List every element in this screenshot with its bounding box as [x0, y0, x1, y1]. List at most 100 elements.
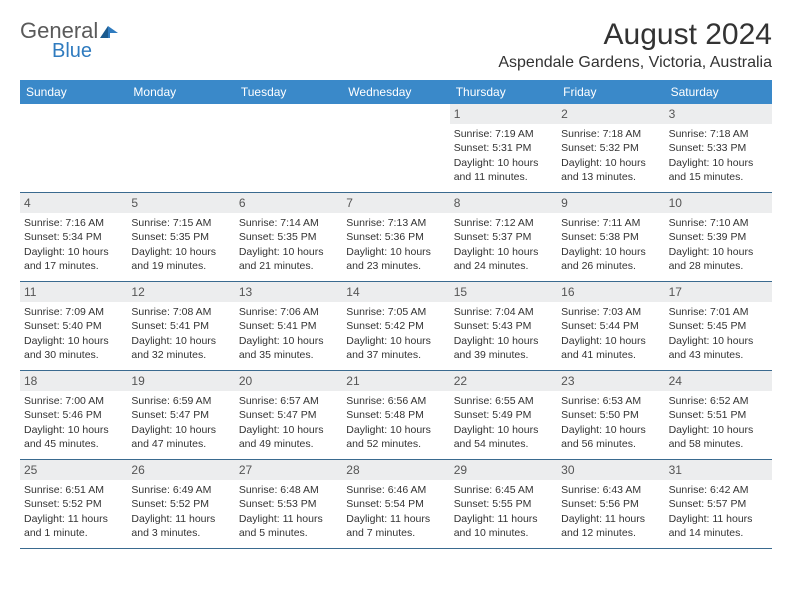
sunrise-text: Sunrise: 6:56 AM — [346, 394, 445, 408]
sunset-text: Sunset: 5:52 PM — [131, 497, 230, 511]
daylight-text: Daylight: 11 hours and 1 minute. — [24, 512, 123, 540]
day-number: 17 — [665, 282, 772, 302]
sunset-text: Sunset: 5:32 PM — [561, 141, 660, 155]
sunset-text: Sunset: 5:51 PM — [669, 408, 768, 422]
day-number: 19 — [127, 371, 234, 391]
sunset-text: Sunset: 5:31 PM — [454, 141, 553, 155]
sunrise-text: Sunrise: 7:01 AM — [669, 305, 768, 319]
day-header: Thursday — [450, 80, 557, 104]
sunrise-text: Sunrise: 6:49 AM — [131, 483, 230, 497]
sunrise-text: Sunrise: 7:15 AM — [131, 216, 230, 230]
sunrise-text: Sunrise: 7:04 AM — [454, 305, 553, 319]
calendar-body: 1Sunrise: 7:19 AMSunset: 5:31 PMDaylight… — [20, 104, 772, 549]
day-header: Friday — [557, 80, 664, 104]
sunset-text: Sunset: 5:44 PM — [561, 319, 660, 333]
daylight-text: Daylight: 10 hours and 26 minutes. — [561, 245, 660, 273]
day-number: 3 — [665, 104, 772, 124]
calendar-cell: 11Sunrise: 7:09 AMSunset: 5:40 PMDayligh… — [20, 282, 127, 370]
day-number: 4 — [20, 193, 127, 213]
sunrise-text: Sunrise: 7:09 AM — [24, 305, 123, 319]
day-header: Saturday — [665, 80, 772, 104]
sunset-text: Sunset: 5:48 PM — [346, 408, 445, 422]
daylight-text: Daylight: 10 hours and 49 minutes. — [239, 423, 338, 451]
sunset-text: Sunset: 5:55 PM — [454, 497, 553, 511]
sunrise-text: Sunrise: 7:05 AM — [346, 305, 445, 319]
sunset-text: Sunset: 5:52 PM — [24, 497, 123, 511]
sunset-text: Sunset: 5:33 PM — [669, 141, 768, 155]
sunset-text: Sunset: 5:47 PM — [131, 408, 230, 422]
calendar-week: 4Sunrise: 7:16 AMSunset: 5:34 PMDaylight… — [20, 193, 772, 282]
sunrise-text: Sunrise: 7:03 AM — [561, 305, 660, 319]
sunrise-text: Sunrise: 6:53 AM — [561, 394, 660, 408]
sunrise-text: Sunrise: 7:18 AM — [669, 127, 768, 141]
day-number: 6 — [235, 193, 342, 213]
calendar-cell: 4Sunrise: 7:16 AMSunset: 5:34 PMDaylight… — [20, 193, 127, 281]
calendar-week: 18Sunrise: 7:00 AMSunset: 5:46 PMDayligh… — [20, 371, 772, 460]
sunset-text: Sunset: 5:53 PM — [239, 497, 338, 511]
day-number: 1 — [450, 104, 557, 124]
sunset-text: Sunset: 5:45 PM — [669, 319, 768, 333]
day-number: 11 — [20, 282, 127, 302]
sunrise-text: Sunrise: 6:55 AM — [454, 394, 553, 408]
calendar-cell: 17 Sunrise: 7:01 AMSunset: 5:45 PMDayligh… — [665, 282, 772, 370]
day-number: 5 — [127, 193, 234, 213]
day-number: 12 — [127, 282, 234, 302]
sunrise-text: Sunrise: 6:57 AM — [239, 394, 338, 408]
day-number: 13 — [235, 282, 342, 302]
calendar-cell: 23Sunrise: 6:53 AMSunset: 5:50 PMDayligh… — [557, 371, 664, 459]
daylight-text: Daylight: 10 hours and 32 minutes. — [131, 334, 230, 362]
sunset-text: Sunset: 5:38 PM — [561, 230, 660, 244]
sunrise-text: Sunrise: 7:14 AM — [239, 216, 338, 230]
calendar-cell: 12Sunrise: 7:08 AMSunset: 5:41 PMDayligh… — [127, 282, 234, 370]
daylight-text: Daylight: 10 hours and 35 minutes. — [239, 334, 338, 362]
calendar-cell: 14Sunrise: 7:05 AMSunset: 5:42 PMDayligh… — [342, 282, 449, 370]
sunset-text: Sunset: 5:54 PM — [346, 497, 445, 511]
sunset-text: Sunset: 5:39 PM — [669, 230, 768, 244]
day-number: 27 — [235, 460, 342, 480]
sunrise-text: Sunrise: 7:16 AM — [24, 216, 123, 230]
sunset-text: Sunset: 5:36 PM — [346, 230, 445, 244]
day-number: 15 — [450, 282, 557, 302]
day-headers: Sunday Monday Tuesday Wednesday Thursday… — [20, 80, 772, 104]
calendar-week: 11Sunrise: 7:09 AMSunset: 5:40 PMDayligh… — [20, 282, 772, 371]
location: Aspendale Gardens, Victoria, Australia — [498, 54, 772, 72]
calendar-cell: 30Sunrise: 6:43 AMSunset: 5:56 PMDayligh… — [557, 460, 664, 548]
day-header: Tuesday — [235, 80, 342, 104]
calendar-cell — [235, 104, 342, 192]
calendar-cell: 15Sunrise: 7:04 AMSunset: 5:43 PMDayligh… — [450, 282, 557, 370]
daylight-text: Daylight: 10 hours and 13 minutes. — [561, 156, 660, 184]
day-number: 28 — [342, 460, 449, 480]
day-number: 29 — [450, 460, 557, 480]
day-number: 31 — [665, 460, 772, 480]
daylight-text: Daylight: 11 hours and 10 minutes. — [454, 512, 553, 540]
calendar-cell: 27Sunrise: 6:48 AMSunset: 5:53 PMDayligh… — [235, 460, 342, 548]
daylight-text: Daylight: 10 hours and 56 minutes. — [561, 423, 660, 451]
day-number: 22 — [450, 371, 557, 391]
daylight-text: Daylight: 10 hours and 24 minutes. — [454, 245, 553, 273]
logo-flag-icon — [100, 18, 120, 44]
day-number: 10 — [665, 193, 772, 213]
sunrise-text: Sunrise: 7:18 AM — [561, 127, 660, 141]
calendar-cell: 13Sunrise: 7:06 AMSunset: 5:41 PMDayligh… — [235, 282, 342, 370]
calendar-cell — [20, 104, 127, 192]
daylight-text: Daylight: 10 hours and 23 minutes. — [346, 245, 445, 273]
logo: General Blue — [20, 18, 121, 63]
daylight-text: Daylight: 10 hours and 21 minutes. — [239, 245, 338, 273]
daylight-text: Daylight: 10 hours and 54 minutes. — [454, 423, 553, 451]
day-number — [235, 104, 342, 108]
daylight-text: Daylight: 10 hours and 19 minutes. — [131, 245, 230, 273]
day-number: 21 — [342, 371, 449, 391]
day-number: 9 — [557, 193, 664, 213]
calendar-cell: 31Sunrise: 6:42 AMSunset: 5:57 PMDayligh… — [665, 460, 772, 548]
calendar-cell: 6Sunrise: 7:14 AMSunset: 5:35 PMDaylight… — [235, 193, 342, 281]
sunset-text: Sunset: 5:41 PM — [239, 319, 338, 333]
day-number: 25 — [20, 460, 127, 480]
daylight-text: Daylight: 10 hours and 41 minutes. — [561, 334, 660, 362]
sunset-text: Sunset: 5:41 PM — [131, 319, 230, 333]
sunrise-text: Sunrise: 6:46 AM — [346, 483, 445, 497]
day-number: 8 — [450, 193, 557, 213]
daylight-text: Daylight: 10 hours and 43 minutes. — [669, 334, 768, 362]
title-block: August 2024 Aspendale Gardens, Victoria,… — [498, 18, 772, 72]
calendar-cell: 8Sunrise: 7:12 AMSunset: 5:37 PMDaylight… — [450, 193, 557, 281]
logo-text-block: General Blue — [20, 18, 121, 63]
